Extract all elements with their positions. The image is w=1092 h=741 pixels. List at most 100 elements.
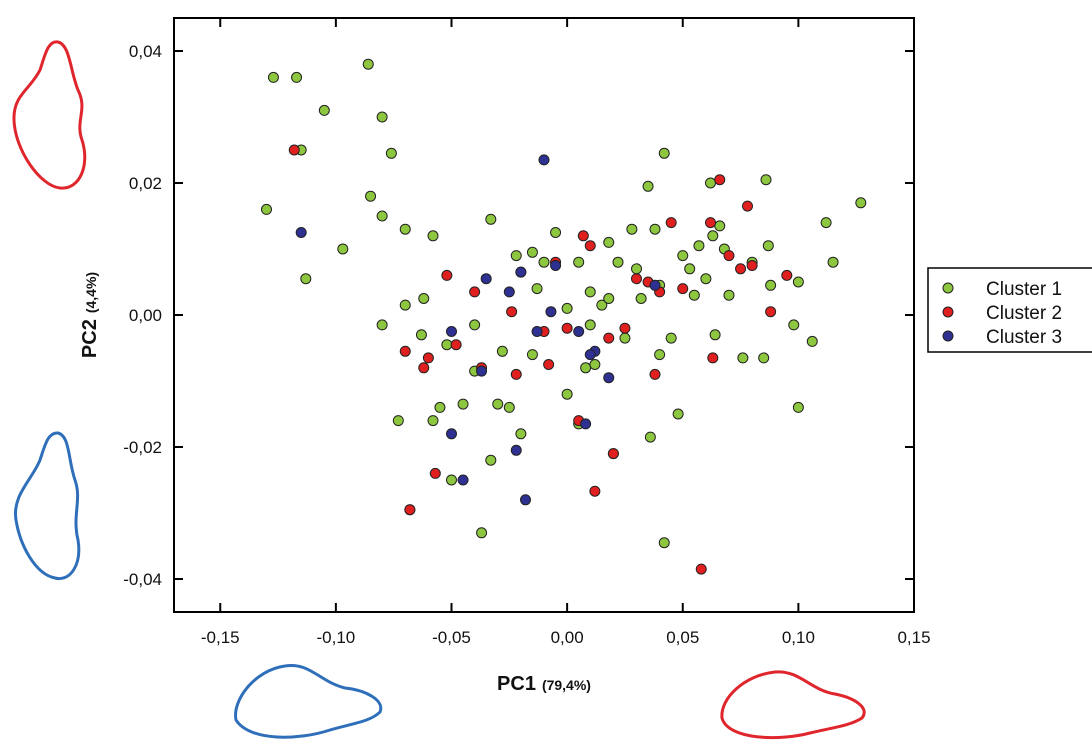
point [607,448,619,460]
point [758,352,770,364]
blue-outline-bottom [234,664,383,739]
point [476,527,488,539]
point [723,250,735,262]
point [705,177,716,189]
point [584,286,596,298]
point [760,174,772,186]
point [561,302,573,314]
point [441,339,453,351]
x-tick-label: -0,05 [432,628,471,647]
point [515,428,527,440]
point [288,144,300,156]
point [441,269,453,281]
point [561,388,573,400]
point [577,230,589,242]
point [300,273,312,285]
point [765,279,777,291]
y-label-main: PC2 [79,319,101,358]
blue-outline-left [14,431,81,581]
point [561,322,573,334]
point [446,428,457,440]
legend-box [927,267,1092,353]
point [642,180,654,192]
point [580,418,592,430]
point [742,200,753,212]
point [510,250,522,262]
point [806,335,818,347]
y-tick-label: 0,04 [129,42,162,61]
point [510,444,522,456]
point [665,217,677,229]
x-tick-label: 0,00 [551,628,584,647]
point [385,147,397,159]
point [376,111,388,123]
point [399,345,411,357]
point [589,359,601,370]
point [267,71,279,83]
point [677,283,689,295]
x-tick-label: -0,10 [317,628,356,647]
point [649,223,661,235]
point [450,339,462,351]
point [709,329,721,341]
legend-label: Cluster 2 [986,303,1062,324]
point [723,289,735,301]
point [654,349,666,361]
point [603,372,615,384]
point [658,537,670,549]
y-tick-label: 0,02 [129,174,162,193]
point [635,293,647,304]
point [520,494,531,506]
point [485,454,497,466]
point [820,217,832,229]
point [737,352,749,364]
y-label-note: (4,4%) [83,272,99,313]
x-label-note: (79,4%) [542,677,591,693]
point [695,563,707,575]
ticks: -0,15 -0,10 -0,05 0,00 0,05 0,10 0,15 -0,04 -0,0… [123,18,931,647]
point [543,359,555,370]
point [503,401,515,413]
point [550,260,562,271]
legend: Cluster 1 Cluster 2 Cluster 3 [942,279,1062,348]
point [707,230,719,242]
red-outline-left [12,40,87,190]
point [658,147,670,159]
point [261,203,272,215]
point [693,240,705,252]
point [644,431,656,443]
point [677,250,689,262]
point [788,319,800,331]
y-axis-label: PC2 (4,4%) [79,272,101,358]
legend-marker [942,282,954,294]
red-outline-bottom [720,670,866,740]
y-tick-label: -0,04 [123,570,162,589]
legend-label: Cluster 3 [986,327,1062,348]
point [603,236,615,248]
point [545,306,557,318]
point [427,230,439,242]
point [781,269,793,281]
point [496,345,508,357]
point [362,58,374,70]
point [469,286,481,298]
point [365,190,377,202]
point [619,322,631,334]
point [584,349,596,361]
point [337,243,349,255]
point [291,71,303,83]
point [318,104,330,116]
point [688,289,700,301]
point [418,293,430,304]
point [418,362,430,374]
point [427,415,439,427]
point [619,332,631,344]
point [672,408,684,420]
point [446,326,457,337]
y-tick-label: -0,02 [123,438,162,457]
point [707,352,719,364]
point [392,415,404,427]
point [626,223,638,235]
point [603,293,615,304]
plot-frame [173,17,915,613]
